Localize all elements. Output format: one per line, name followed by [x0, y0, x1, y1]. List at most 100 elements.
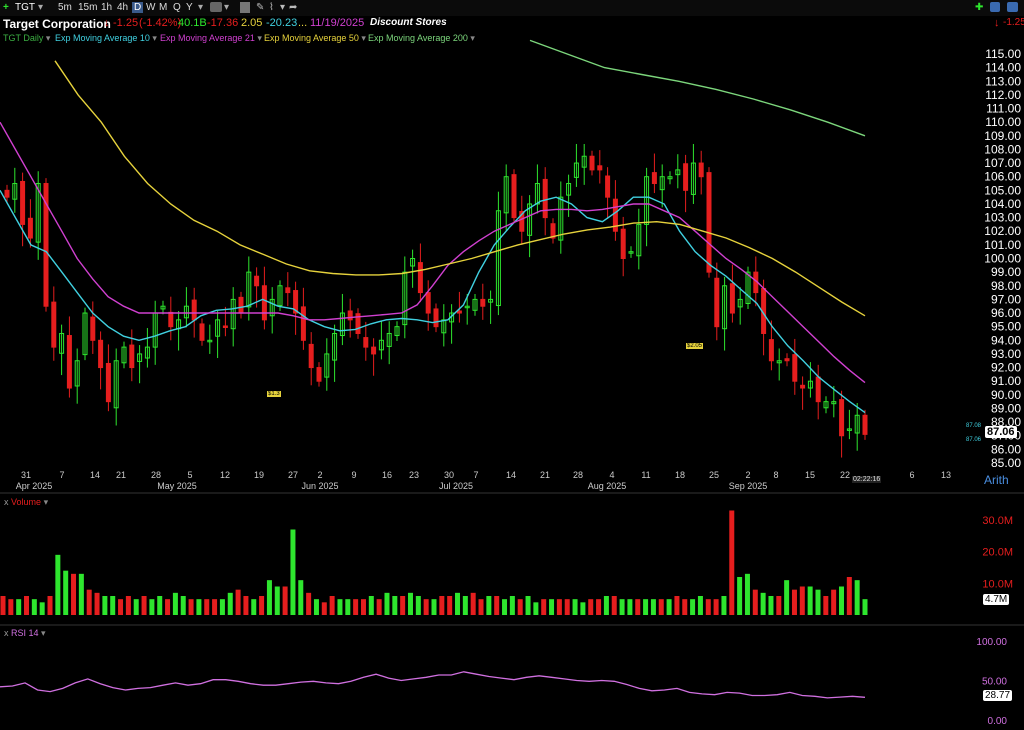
dividend-marker-1[interactable]: $1.3 [267, 391, 281, 397]
candle [347, 310, 353, 321]
close-icon[interactable]: x [4, 497, 9, 507]
volume-bar [165, 599, 171, 615]
candle [792, 354, 798, 382]
candle [371, 346, 377, 355]
volume-bar [729, 510, 735, 615]
rsi-panel: 100.00 50.00 0.00 [0, 637, 1007, 727]
candle [191, 299, 197, 321]
candle [394, 326, 400, 337]
draw-icon[interactable]: ⌇ [269, 2, 274, 13]
last-price-badge: 87.06 [985, 426, 1017, 438]
interval-5m[interactable]: 5m [58, 2, 72, 13]
add-symbol-icon[interactable]: + [3, 2, 9, 13]
date-tick-label: 14 [506, 470, 516, 480]
candle [784, 358, 790, 362]
volume-bar [627, 599, 633, 615]
candle [215, 319, 221, 337]
interval-1h[interactable]: 1h [101, 2, 113, 13]
candle [698, 162, 704, 178]
volume-bar [212, 599, 218, 615]
candle [324, 353, 330, 378]
ema21-line [0, 121, 866, 384]
interval-m[interactable]: M [159, 2, 168, 13]
candle [82, 312, 88, 356]
candle [20, 180, 26, 225]
notes-icon[interactable] [240, 2, 250, 13]
interval-4h[interactable]: 4h [117, 2, 129, 13]
symbol-dropdown-icon[interactable]: ▾ [38, 2, 44, 13]
legend-tgt-daily[interactable]: TGT Daily ▾ [3, 33, 50, 44]
volume-bar [227, 592, 233, 615]
legend-ema21[interactable]: Exp Moving Average 21 ▾ [160, 33, 262, 44]
price-tick-label: 100.00 [984, 252, 1021, 266]
dropdown-icon: ▾ [152, 33, 157, 43]
candle [714, 277, 720, 328]
candle [846, 428, 852, 431]
dividend-marker-2[interactable]: $2.05 [686, 343, 704, 349]
candle [706, 172, 712, 273]
candle [339, 312, 345, 337]
pencil-icon[interactable]: ✎ [256, 2, 265, 13]
candle [246, 271, 252, 308]
date-tick-label: 21 [116, 470, 126, 480]
price-tick-label: 90.00 [991, 388, 1021, 402]
volume-bar [94, 592, 100, 615]
scale-label[interactable]: Arith [984, 473, 1009, 487]
interval-d[interactable]: D [132, 2, 144, 13]
volume-bar [368, 596, 374, 615]
volume-bar [274, 586, 280, 615]
rt-icon[interactable] [990, 2, 1000, 12]
dropdown-icon: ▾ [361, 33, 366, 43]
candle [160, 305, 166, 310]
candle [581, 155, 587, 168]
draw-dropdown-icon[interactable]: ▾ [280, 2, 286, 13]
volume-bar [31, 599, 37, 615]
add-panel-icon[interactable]: ✚ [975, 2, 984, 13]
candle [839, 399, 845, 437]
interval-w[interactable]: W [146, 2, 156, 13]
candle [488, 298, 494, 303]
volume-bar [635, 599, 641, 615]
candle [737, 298, 743, 308]
volume-bar [125, 596, 131, 615]
candle [59, 332, 65, 354]
compare-icon[interactable] [210, 2, 222, 12]
candle [690, 162, 696, 195]
settings-icon[interactable] [1007, 2, 1018, 12]
legend-ema50[interactable]: Exp Moving Average 50 ▾ [264, 33, 366, 44]
candle [363, 337, 369, 348]
close-icon[interactable]: x [4, 628, 9, 638]
volume-bar [799, 586, 805, 615]
symbol-input[interactable]: TGT [15, 2, 35, 13]
month-label: May 2025 [157, 481, 197, 491]
volume-legend[interactable]: x Volume ▾ [4, 497, 48, 508]
compare-dropdown-icon[interactable]: ▾ [224, 2, 230, 13]
legend-label: TGT Daily [3, 33, 44, 43]
volume-bar [337, 599, 343, 615]
price-tick-label: 112.00 [985, 88, 1021, 102]
dropdown-icon: ▾ [257, 33, 262, 43]
volume-bar [329, 596, 335, 615]
volume-bar [533, 602, 539, 615]
candle [74, 360, 80, 387]
volume-bar [384, 592, 390, 615]
rsi-title: RSI 14 [11, 628, 39, 638]
interval-15m[interactable]: 15m [78, 2, 98, 13]
rsi-legend[interactable]: x RSI 14 ▾ [4, 628, 46, 639]
dropdown-icon: ▾ [43, 497, 49, 507]
interval-q[interactable]: Q [173, 2, 181, 13]
volume-bar [259, 596, 265, 615]
legend-ema200[interactable]: Exp Moving Average 200 ▾ [368, 33, 475, 44]
candle [519, 210, 525, 232]
legend-ema10[interactable]: Exp Moving Average 10 ▾ [55, 33, 157, 44]
candle [636, 223, 642, 257]
candle [480, 298, 486, 307]
volume-bar [290, 529, 296, 615]
interval-y[interactable]: Y [186, 2, 193, 13]
share-icon[interactable]: ➦ [289, 2, 298, 13]
volume-bar [784, 580, 790, 615]
candle [542, 178, 548, 219]
volume-bar [431, 599, 437, 615]
interval-dropdown-icon[interactable]: ▾ [198, 2, 204, 13]
